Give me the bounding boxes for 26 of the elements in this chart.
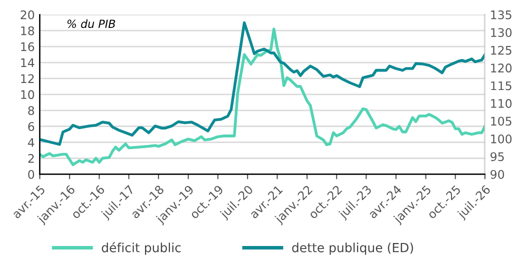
y-tick-label: 14 xyxy=(21,58,34,67)
y-tick-label: 8 xyxy=(28,106,34,116)
y-tick-label: 16 xyxy=(21,42,34,52)
y-tick-label: 12 xyxy=(21,74,34,83)
y2-tick-label: 125 xyxy=(491,46,512,55)
y2-tick-label: 130 xyxy=(491,28,512,38)
y-tick-label: 2 xyxy=(28,154,34,163)
y-tick-label: 0 xyxy=(28,170,34,179)
y-tick-label: 6 xyxy=(28,122,34,132)
y2-tick-label: 120 xyxy=(491,64,512,72)
y2-tick-label: 90 xyxy=(490,170,504,179)
legend-label: déficit public xyxy=(102,242,181,255)
y2-tick-label: 95 xyxy=(490,152,504,162)
y-tick-label: 20 xyxy=(20,10,34,20)
y2-tick-label: 110 xyxy=(491,99,512,108)
line-series xyxy=(40,28,485,166)
y-tick-label: 10 xyxy=(21,90,34,100)
y2-tick-label: 105 xyxy=(491,116,512,126)
line-series xyxy=(40,21,485,146)
y2-tick-label: 135 xyxy=(491,10,512,20)
y2-tick-label: 100 xyxy=(491,134,512,144)
y-tick-label: 18 xyxy=(21,26,34,36)
annotation: % du PIB xyxy=(67,19,116,28)
y-tick-label: 4 xyxy=(28,138,34,147)
y2-tick-label: 115 xyxy=(491,81,512,90)
legend-label: dette publique (ED) xyxy=(292,242,414,255)
